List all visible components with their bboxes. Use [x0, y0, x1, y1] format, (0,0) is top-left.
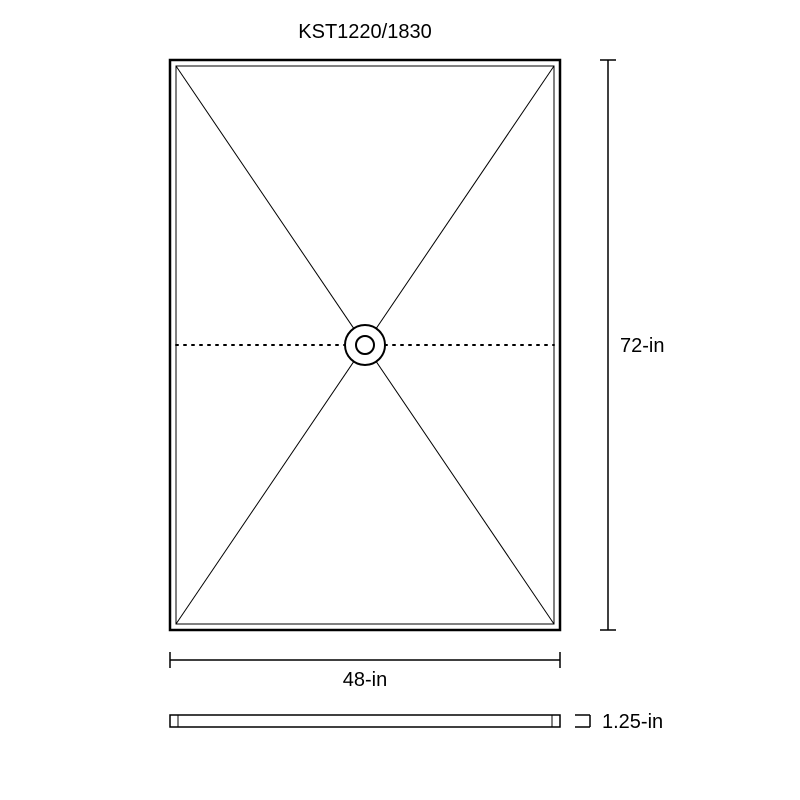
dim-width-label: 48-in: [343, 669, 387, 691]
slope-diagonal: [376, 66, 554, 328]
elevation-rect: [170, 715, 560, 727]
dim-height-label: 72-in: [620, 335, 664, 357]
product-title: KST1220/1830: [298, 21, 431, 43]
slope-diagonal: [176, 362, 354, 624]
slope-diagonal: [176, 66, 354, 328]
dim-thickness-label: 1.25-in: [602, 711, 663, 733]
drain-inner-circle: [356, 336, 374, 354]
slope-diagonal: [376, 362, 554, 624]
